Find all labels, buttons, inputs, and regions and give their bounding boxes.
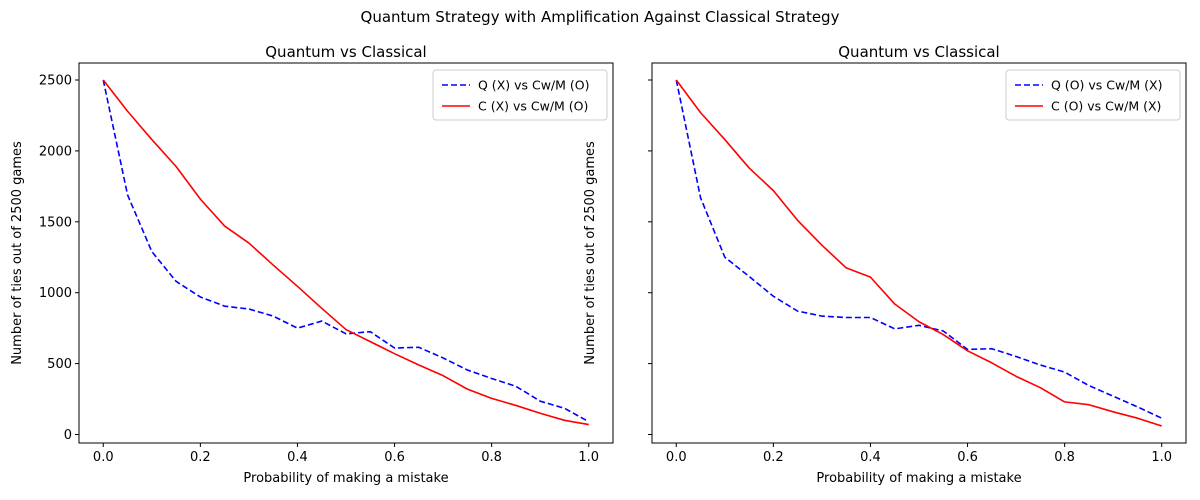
series-line-classical: [102, 79, 589, 426]
axes-frame: [651, 62, 1187, 444]
axes-frame: [78, 62, 614, 444]
series-line-classical: [675, 79, 1162, 427]
legend-label: Q (X) vs Cw/M (O): [478, 78, 590, 93]
x-tick-label: 0.6: [384, 450, 405, 465]
y-tick-label: 1500: [39, 215, 72, 230]
right-subplot: Quantum vs Classical Probability of makin…: [583, 43, 1187, 486]
subplot-title: Quantum vs Classical: [838, 43, 999, 61]
series-line-quantum: [675, 79, 1163, 419]
x-axis-label: Probability of making a mistake: [816, 471, 1021, 486]
x-tick-label: 0.2: [190, 450, 211, 465]
y-axis-label: Number of ties out of 2500 games: [583, 141, 598, 365]
legend-label: Q (O) vs Cw/M (X): [1051, 78, 1163, 93]
x-tick-label: 0.8: [1054, 450, 1075, 465]
y-tick-label: 2000: [39, 144, 72, 159]
y-axis-label: Number of ties out of 2500 games: [10, 141, 25, 365]
x-tick-label: 0.8: [481, 450, 502, 465]
legend-box: [432, 69, 608, 121]
left-subplot: Quantum vs Classical Probability of makin…: [10, 43, 614, 486]
x-tick-label: 0.4: [860, 450, 881, 465]
legend-label: C (O) vs Cw/M (X): [1051, 99, 1161, 114]
y-tick-label: 0: [64, 428, 72, 443]
legend-box: [1005, 69, 1181, 121]
subplot-title: Quantum vs Classical: [265, 43, 426, 61]
x-axis-label: Probability of making a mistake: [243, 471, 448, 486]
x-tick-label: 0.4: [287, 450, 308, 465]
x-tick-label: 0.0: [666, 450, 687, 465]
x-tick-label: 1.0: [578, 450, 599, 465]
x-tick-label: 0.2: [763, 450, 784, 465]
y-tick-label: 500: [47, 357, 72, 372]
x-tick-label: 1.0: [1151, 450, 1172, 465]
x-tick-label: 0.6: [957, 450, 978, 465]
series-line-quantum: [102, 79, 590, 423]
y-tick-label: 1000: [39, 286, 72, 301]
x-tick-label: 0.0: [93, 450, 114, 465]
y-tick-label: 2500: [39, 74, 72, 89]
figure-suptitle: Quantum Strategy with Amplification Agai…: [361, 8, 840, 26]
legend-label: C (X) vs Cw/M (O): [478, 99, 588, 114]
